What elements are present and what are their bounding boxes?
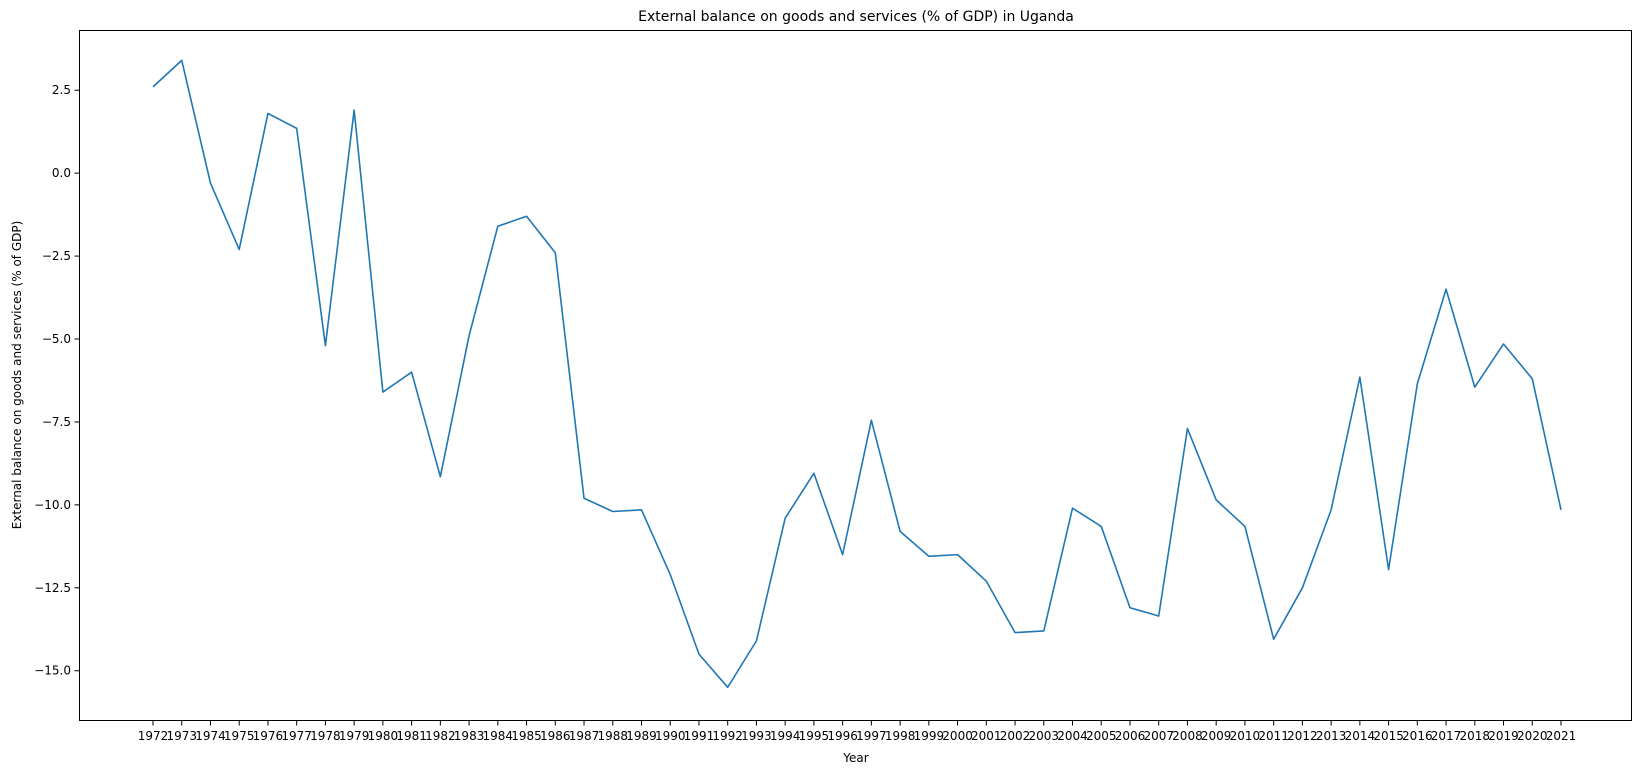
x-tick-label: 1984 [483, 729, 514, 743]
x-tick-label: 2004 [1057, 729, 1088, 743]
y-tick-label: −12.5 [34, 581, 71, 595]
y-tick-label: −10.0 [34, 498, 71, 512]
x-tick-label: 2018 [1460, 729, 1491, 743]
x-tick-label: 1987 [569, 729, 600, 743]
chart-title: External balance on goods and services (… [638, 9, 1074, 25]
x-tick-label: 2015 [1373, 729, 1404, 743]
plot-area-frame [79, 30, 1632, 721]
y-axis: 2.5 0.0 −2.5 −5.0 −7.5 −10.0 −12.5 −15.0 [34, 83, 80, 678]
x-tick-label: 2019 [1488, 729, 1519, 743]
x-tick-label: 1985 [511, 729, 542, 743]
y-tick-label: −7.5 [42, 415, 71, 429]
x-tick-label: 1974 [195, 729, 226, 743]
y-tick-label: −2.5 [42, 249, 71, 263]
x-tick-label: 1992 [712, 729, 743, 743]
x-tick-label: 1996 [827, 729, 858, 743]
x-tick-label: 1994 [770, 729, 801, 743]
x-tick-label: 2016 [1402, 729, 1433, 743]
x-tick-label: 2006 [1115, 729, 1146, 743]
x-tick-label: 1976 [253, 729, 284, 743]
x-axis: 1972197319741975197619771978197919801981… [138, 720, 1577, 743]
x-tick-label: 1997 [856, 729, 887, 743]
x-tick-label: 2020 [1517, 729, 1548, 743]
x-tick-label: 2001 [971, 729, 1002, 743]
x-tick-label: 1978 [310, 729, 341, 743]
x-tick-label: 1977 [281, 729, 312, 743]
x-tick-label: 1982 [425, 729, 456, 743]
x-tick-label: 2010 [1230, 729, 1261, 743]
x-tick-label: 2021 [1546, 729, 1577, 743]
series-line [152, 59, 1562, 689]
x-tick-label: 1999 [914, 729, 945, 743]
x-tick-label: 1995 [799, 729, 830, 743]
x-tick-label: 2014 [1345, 729, 1376, 743]
x-tick-label: 2011 [1258, 729, 1289, 743]
x-tick-label: 2013 [1316, 729, 1347, 743]
x-tick-label: 2003 [1029, 729, 1060, 743]
x-tick-label: 1986 [540, 729, 571, 743]
x-axis-title: Year [842, 751, 868, 765]
x-tick-label: 2002 [1000, 729, 1031, 743]
x-tick-label: 1983 [454, 729, 485, 743]
x-tick-label: 1981 [396, 729, 427, 743]
x-tick-label: 2012 [1287, 729, 1318, 743]
x-tick-label: 1979 [339, 729, 370, 743]
x-tick-label: 2008 [1172, 729, 1203, 743]
x-tick-label: 1990 [655, 729, 686, 743]
y-tick-label: 2.5 [52, 83, 71, 97]
x-tick-label: 1989 [626, 729, 657, 743]
y-axis-title: External balance on goods and services (… [10, 221, 24, 530]
y-tick-label: −15.0 [34, 664, 71, 678]
x-tick-label: 1998 [885, 729, 916, 743]
y-tick-label: −5.0 [42, 332, 71, 346]
y-tick-label: 0.0 [52, 166, 71, 180]
x-tick-label: 1972 [138, 729, 169, 743]
x-tick-label: 1973 [166, 729, 197, 743]
x-tick-label: 2005 [1086, 729, 1117, 743]
x-tick-label: 1988 [597, 729, 628, 743]
x-tick-label: 2009 [1201, 729, 1232, 743]
x-tick-label: 2000 [942, 729, 973, 743]
x-tick-label: 1993 [741, 729, 772, 743]
x-tick-label: 1991 [684, 729, 715, 743]
x-tick-label: 1980 [368, 729, 399, 743]
x-tick-label: 2017 [1431, 729, 1462, 743]
x-tick-label: 2007 [1143, 729, 1174, 743]
x-tick-label: 1975 [224, 729, 255, 743]
